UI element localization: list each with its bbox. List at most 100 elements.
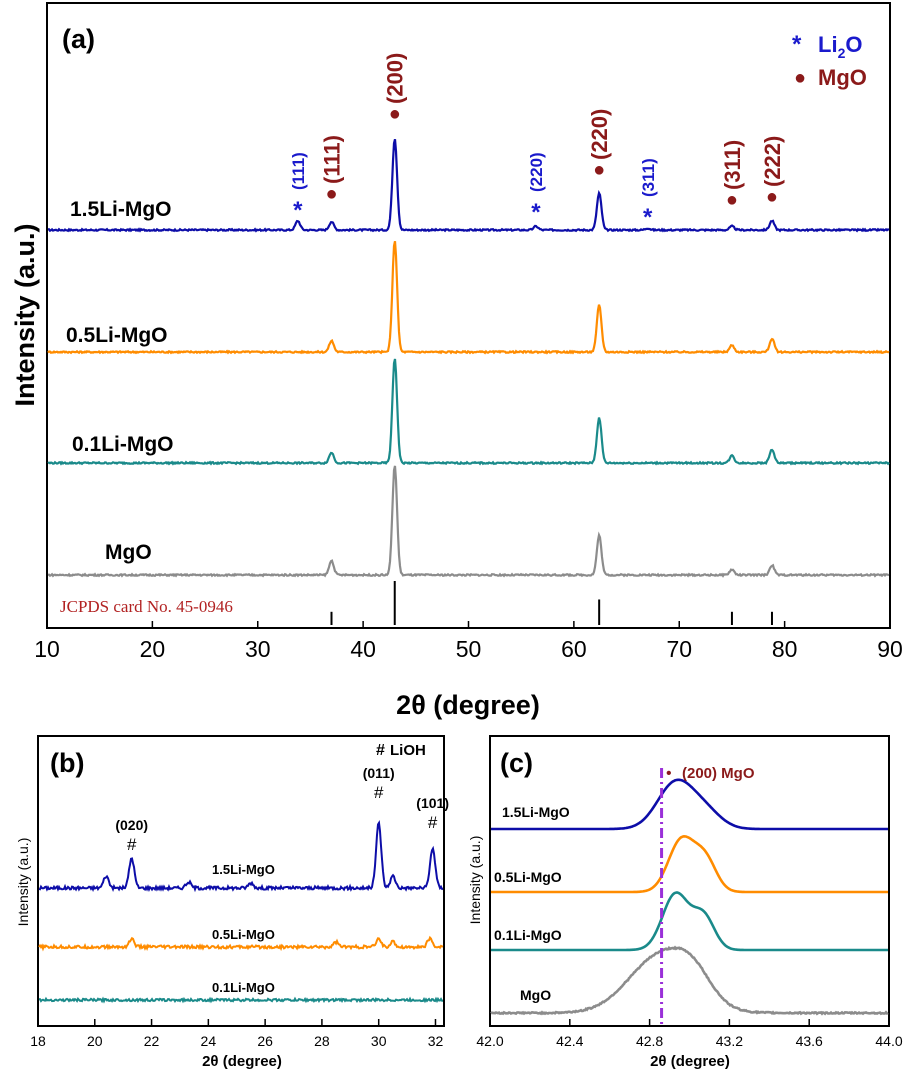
panel-a-reference-lines bbox=[330, 581, 773, 625]
legend-mgo-label: MgO bbox=[818, 65, 867, 90]
panel-b-legend-marker: # bbox=[376, 742, 385, 759]
panel-a-x-axis-label: 2θ (degree) bbox=[396, 690, 540, 720]
panel-b-y-axis-label: Intensity (a.u.) bbox=[15, 838, 31, 927]
legend-mgo-marker: ● bbox=[794, 67, 806, 89]
panel-c-tick-label-44-0: 44.0 bbox=[875, 1033, 902, 1049]
panel-c-label: (c) bbox=[500, 748, 533, 778]
panel-a-label-1-5li-mgo: 1.5Li-MgO bbox=[70, 198, 172, 221]
panel-a-trace-mgo bbox=[47, 465, 890, 578]
legend-li2o-marker: * bbox=[792, 31, 802, 58]
panel-a-label: (a) bbox=[62, 24, 95, 54]
panel-c-tick-label-42-4: 42.4 bbox=[556, 1033, 583, 1049]
peak-label-mgo-111: (111) bbox=[319, 135, 344, 184]
panel-b-label-0-5li-mgo: 0.5Li-MgO bbox=[212, 927, 275, 942]
peak-marker-mgo-111: ● bbox=[325, 183, 337, 205]
panel-b-peak-label-101: (101) bbox=[416, 795, 449, 811]
panel-b-label-0-1li-mgo: 0.1Li-MgO bbox=[212, 980, 275, 995]
panel-c-label-0-5li-mgo: 0.5Li-MgO bbox=[494, 869, 562, 885]
panel-b-tick-label-20: 20 bbox=[87, 1033, 103, 1049]
panel-a-tick-label-90: 90 bbox=[877, 636, 903, 662]
panel-a-tick-label-80: 80 bbox=[772, 636, 798, 662]
panel-b-peak-marker-011: # bbox=[374, 783, 384, 802]
peak-label-li2o-311: (311) bbox=[639, 158, 658, 197]
peak-marker-mgo-311: ● bbox=[726, 189, 738, 211]
peak-marker-li2o-220: * bbox=[531, 199, 541, 226]
panel-b-tick-label-24: 24 bbox=[201, 1033, 217, 1049]
panel-a-traces bbox=[47, 138, 890, 578]
panel-a-label-mgo: MgO bbox=[105, 541, 152, 564]
peak-marker-mgo-200: ● bbox=[389, 103, 401, 125]
panel-a-tick-label-20: 20 bbox=[140, 636, 166, 662]
peak-label-mgo-220: (220) bbox=[587, 109, 612, 160]
panel-c-label-mgo: MgO bbox=[520, 987, 551, 1003]
panel-b-trace-0-5li-mgo bbox=[38, 935, 444, 952]
panel-b: (b) 18 20 22 24 26 28 30 32 (020)#(011)#(101)# … bbox=[15, 735, 449, 1070]
panel-c-tick-label-43-2: 43.2 bbox=[716, 1033, 743, 1049]
panel-a-label-0-5li-mgo: 0.5Li-MgO bbox=[66, 324, 168, 347]
panel-b-x-ticks: 18 20 22 24 26 28 30 32 bbox=[30, 1019, 443, 1049]
panel-c-y-axis-label: Intensity (a.u.) bbox=[467, 836, 483, 925]
panel-b-frame bbox=[37, 735, 445, 1027]
panel-c-annotation-marker: • bbox=[666, 765, 672, 782]
panel-a-x-ticks: 10 20 30 40 50 60 70 80 90 bbox=[34, 621, 903, 662]
panel-c-traces bbox=[490, 778, 889, 1016]
panel-a-tick-label-30: 30 bbox=[245, 636, 271, 662]
legend-li2o-label: Li2O bbox=[818, 32, 862, 61]
peak-label-li2o-111: (111) bbox=[289, 152, 308, 190]
panel-c-annotation: (200) MgO bbox=[682, 765, 755, 782]
panel-b-tick-label-28: 28 bbox=[314, 1033, 330, 1049]
jcpds-label: JCPDS card No. 45-0946 bbox=[60, 597, 233, 616]
panel-b-tick-label-22: 22 bbox=[144, 1033, 160, 1049]
panel-b-traces bbox=[38, 819, 444, 1004]
panel-b-label-1-5li-mgo: 1.5Li-MgO bbox=[212, 862, 275, 877]
panel-c-trace-0-5li-mgo bbox=[491, 834, 888, 894]
panel-c-x-ticks: 42.0 42.4 42.8 43.2 43.6 44.0 bbox=[476, 1019, 903, 1049]
panel-c-label-0-1li-mgo: 0.1Li-MgO bbox=[494, 927, 562, 943]
peak-marker-li2o-111: * bbox=[293, 197, 303, 224]
panel-b-label: (b) bbox=[50, 748, 84, 778]
panel-b-tick-label-26: 26 bbox=[257, 1033, 273, 1049]
panel-a-trace-1-5li-mgo bbox=[47, 138, 890, 233]
peak-label-li2o-220: (220) bbox=[527, 152, 546, 192]
panel-a-trace-0-5li-mgo bbox=[47, 240, 890, 355]
panel-b-peak-annotations: (020) # (011) # (101) # bbox=[115, 765, 449, 854]
peak-label-mgo-311: (311) bbox=[720, 140, 745, 190]
panel-c-tick-label-43-6: 43.6 bbox=[796, 1033, 823, 1049]
panel-a-tick-label-40: 40 bbox=[350, 636, 376, 662]
panel-a-y-axis-label: Intensity (a.u.) bbox=[10, 223, 40, 406]
peak-marker-mgo-222: ● bbox=[766, 186, 778, 208]
panel-c-label-1-5li-mgo: 1.5Li-MgO bbox=[502, 804, 570, 820]
panel-b-peak-label-011: (011) bbox=[363, 765, 395, 781]
panel-c-trace-0-1li-mgo bbox=[491, 891, 888, 952]
panel-c-tick-label-42-0: 42.0 bbox=[476, 1033, 503, 1049]
panel-b-x-axis-label: 2θ (degree) bbox=[202, 1053, 282, 1070]
peak-marker-li2o-311: * bbox=[643, 204, 653, 231]
panel-c-frame bbox=[489, 735, 890, 1027]
panel-a-frame bbox=[46, 2, 891, 629]
panel-a-tick-label-60: 60 bbox=[561, 636, 587, 662]
panel-a-label-0-1li-mgo: 0.1Li-MgO bbox=[72, 433, 174, 456]
panel-b-peak-marker-020: # bbox=[127, 835, 137, 854]
panel-b-trace-1-5li-mgo bbox=[38, 819, 444, 893]
panel-c-x-axis-label: 2θ (degree) bbox=[650, 1053, 730, 1070]
panel-a-trace-0-1li-mgo bbox=[47, 358, 890, 466]
panel-c-trace-1-5li-mgo bbox=[491, 778, 888, 831]
panel-a-peak-annotations: *(111)●(111)●(200)*(220) ●(220)*(311)●(31… bbox=[289, 53, 785, 231]
panel-b-peak-label-020: (020) bbox=[115, 817, 148, 833]
panel-b-trace-0-1li-mgo bbox=[38, 996, 443, 1004]
peak-label-mgo-200: (200) bbox=[383, 53, 408, 104]
panel-b-legend-label: LiOH bbox=[390, 742, 426, 759]
panel-a-tick-label-50: 50 bbox=[456, 636, 482, 662]
panel-b-tick-label-32: 32 bbox=[428, 1033, 444, 1049]
panel-c-trace-mgo bbox=[490, 945, 889, 1016]
panel-a-tick-label-10: 10 bbox=[34, 636, 60, 662]
peak-label-mgo-222: (222) bbox=[760, 136, 785, 187]
peak-marker-mgo-220: ● bbox=[593, 159, 605, 181]
panel-c-tick-label-42-8: 42.8 bbox=[636, 1033, 663, 1049]
panel-b-peak-marker-101: # bbox=[428, 813, 438, 832]
panel-b-tick-label-30: 30 bbox=[371, 1033, 387, 1049]
panel-b-tick-label-18: 18 bbox=[30, 1033, 46, 1049]
panel-a-tick-label-70: 70 bbox=[666, 636, 692, 662]
panel-a: (a) 10 20 30 40 50 60 70 80 90 *(111)●(111)●(200… bbox=[10, 2, 903, 720]
